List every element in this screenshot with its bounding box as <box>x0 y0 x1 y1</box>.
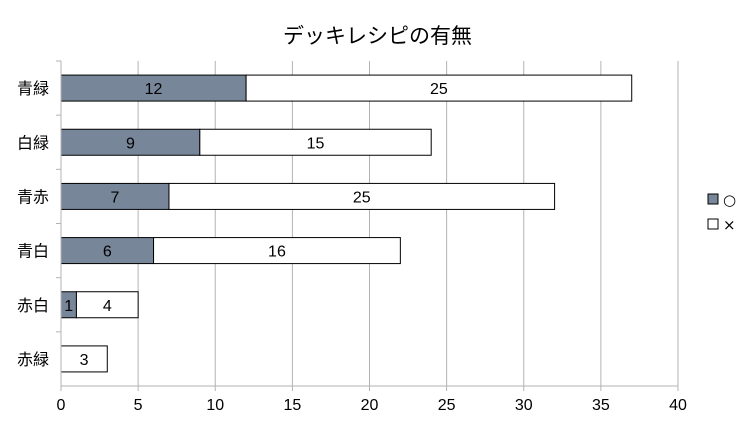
data-label: 12 <box>145 81 163 98</box>
data-label: 6 <box>103 244 112 261</box>
bar-segment <box>245 74 633 102</box>
data-label: 25 <box>430 81 448 98</box>
data-label: 25 <box>353 189 371 206</box>
category-label: 赤緑 <box>17 350 49 369</box>
gridlines <box>60 61 679 386</box>
data-label: 7 <box>111 189 120 206</box>
category-label: 青赤 <box>17 187 49 206</box>
bar-segment <box>199 128 432 156</box>
x-tick-label: 40 <box>669 397 687 414</box>
x-tick-label: 10 <box>206 397 224 414</box>
legend-label: × <box>723 216 736 234</box>
x-tick-label: 5 <box>134 397 143 414</box>
data-label: 1 <box>64 298 73 315</box>
legend-swatch <box>707 218 719 230</box>
bars: 12 25 9 15 7 25 6 16 1 4 3 <box>60 74 633 373</box>
bar-segment <box>60 345 108 373</box>
x-tick-label: 25 <box>438 397 456 414</box>
data-label: 9 <box>126 135 135 152</box>
category-label: 赤白 <box>17 296 49 315</box>
x-tick-label: 30 <box>515 397 533 414</box>
bar-segment <box>60 182 170 210</box>
bar-segment <box>60 237 155 265</box>
x-tick-label: 15 <box>283 397 301 414</box>
bar-segment <box>153 237 401 265</box>
bar-segment <box>75 291 139 319</box>
legend-swatch <box>707 193 719 205</box>
data-label: 15 <box>307 135 325 152</box>
bar-segment <box>60 128 201 156</box>
chart-title: デッキレシピの有無 <box>283 24 472 48</box>
x-tick-label: 0 <box>57 397 66 414</box>
data-label: 4 <box>103 298 112 315</box>
data-label: 16 <box>268 244 286 261</box>
legend-label: ○ <box>723 191 736 209</box>
bar-segment <box>168 182 556 210</box>
x-tick-label: 20 <box>361 397 379 414</box>
x-tick-label: 35 <box>592 397 610 414</box>
legend: ○× <box>707 191 736 234</box>
data-label: 3 <box>80 352 89 369</box>
category-label: 青白 <box>17 242 49 261</box>
category-label: 青緑 <box>17 79 49 98</box>
category-label: 白緑 <box>17 133 49 152</box>
